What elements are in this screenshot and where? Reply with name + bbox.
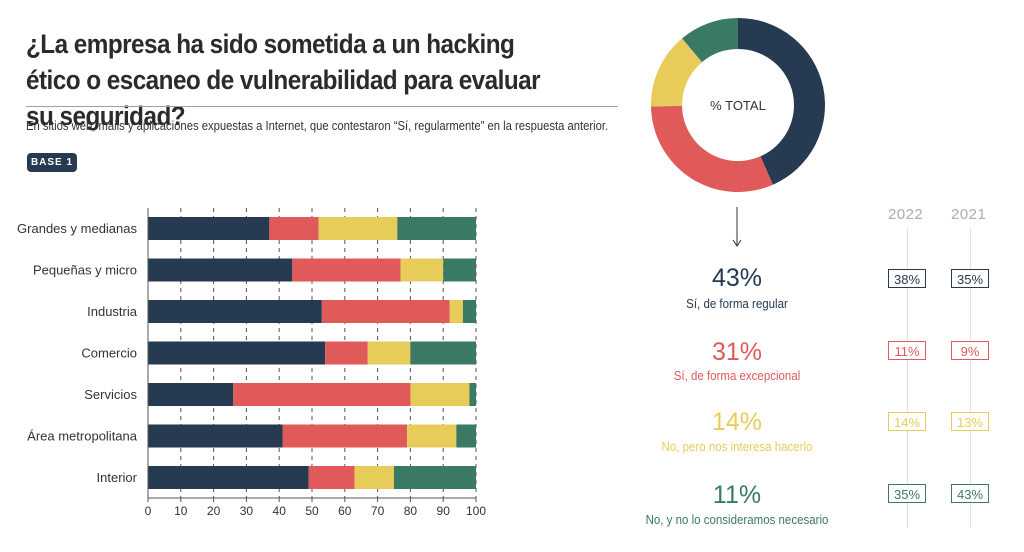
bar-segment bbox=[321, 300, 450, 323]
donut-slice bbox=[682, 18, 738, 63]
summary-label: Sí, de forma excepcional bbox=[673, 369, 801, 383]
bar-segment bbox=[269, 217, 319, 240]
bar-segment bbox=[148, 258, 293, 282]
title-divider bbox=[26, 106, 618, 107]
bar-segment bbox=[148, 466, 309, 489]
x-tick-label: 50 bbox=[305, 504, 319, 518]
x-tick-label: 30 bbox=[240, 504, 254, 518]
summary-percentage: 14% bbox=[711, 408, 763, 436]
summary-label: Sí, de forma regular bbox=[686, 297, 788, 311]
x-tick-label: 10 bbox=[174, 504, 188, 518]
summary-percentage: 43% bbox=[711, 264, 763, 292]
stacked-bar-chart: Grandes y medianas Pequeñas y micro Indust… bbox=[17, 208, 486, 518]
category-label: Pequeñas y micro bbox=[33, 263, 137, 278]
bar-segment bbox=[148, 383, 234, 406]
year-value-box-2021: 35% bbox=[951, 269, 989, 288]
summary-label: No, pero nos interesa hacerlo bbox=[661, 440, 813, 454]
year-value-box-2021: 13% bbox=[951, 412, 989, 431]
year-header-2022: 2022 bbox=[888, 206, 924, 223]
subtitle: En sitios web, mails y aplicaciones expu… bbox=[26, 119, 609, 133]
year-guide-line bbox=[970, 228, 971, 528]
x-tick-label: 20 bbox=[207, 504, 221, 518]
x-tick-label: 70 bbox=[371, 504, 385, 518]
year-value-box-2022: 38% bbox=[888, 269, 926, 288]
category-label: Industria bbox=[87, 304, 138, 319]
year-value-box-2022: 14% bbox=[888, 412, 926, 431]
year-header-2021: 2021 bbox=[951, 206, 987, 223]
page-title: ¿La empresa ha sido sometida a un hackin… bbox=[26, 29, 541, 131]
base-badge: BASE 1 bbox=[27, 153, 77, 172]
bar-segment bbox=[292, 258, 401, 282]
bar-segment bbox=[148, 341, 326, 365]
bar-segment bbox=[410, 383, 470, 406]
x-tick-label: 90 bbox=[437, 504, 451, 518]
x-tick-label: 40 bbox=[273, 504, 287, 518]
arrow-head bbox=[732, 239, 742, 247]
bar-segment bbox=[354, 466, 394, 489]
bar-segment bbox=[449, 300, 463, 323]
x-tick-label: 100 bbox=[466, 504, 486, 518]
bar-segment bbox=[394, 466, 476, 489]
bar-segment bbox=[148, 300, 322, 323]
year-guide-line bbox=[907, 228, 908, 528]
donut-slice bbox=[738, 18, 825, 185]
bar-segment bbox=[410, 341, 476, 365]
x-tick-label: 0 bbox=[145, 504, 152, 518]
category-label: Comercio bbox=[81, 346, 137, 361]
summary-label: No, y no lo consideramos necesario bbox=[645, 513, 829, 527]
bar-segment bbox=[318, 217, 398, 240]
donut-chart: % TOTAL bbox=[650, 18, 825, 247]
category-label: Servicios bbox=[84, 387, 137, 402]
donut-slice bbox=[651, 105, 773, 193]
summary-percentage: 31% bbox=[711, 338, 763, 366]
bar-segment bbox=[469, 383, 476, 406]
year-value-box-2021: 43% bbox=[951, 484, 989, 503]
bar-segment bbox=[308, 466, 355, 489]
bar-segment bbox=[407, 424, 457, 448]
year-value-box-2022: 35% bbox=[888, 484, 926, 503]
category-label: Área metropolitana bbox=[27, 429, 138, 444]
bar-segment bbox=[462, 300, 476, 323]
x-tick-label: 60 bbox=[338, 504, 352, 518]
bar-segment bbox=[233, 383, 411, 406]
bar-segment bbox=[367, 341, 411, 365]
summary-percentage: 11% bbox=[712, 481, 762, 509]
donut-slice bbox=[650, 38, 703, 107]
bar-segment bbox=[325, 341, 368, 365]
bar-segment bbox=[443, 258, 476, 282]
category-label: Interior bbox=[97, 470, 138, 485]
bar-segment bbox=[400, 258, 444, 282]
bar-segment bbox=[282, 424, 408, 448]
year-value-box-2021: 9% bbox=[951, 341, 989, 360]
bar-segment bbox=[456, 424, 476, 448]
bar-segment bbox=[397, 217, 476, 240]
bar-segment bbox=[148, 217, 270, 240]
category-label: Grandes y medianas bbox=[17, 221, 137, 236]
year-value-box-2022: 11% bbox=[888, 341, 926, 360]
bar-segment bbox=[148, 424, 283, 448]
x-tick-label: 80 bbox=[404, 504, 418, 518]
donut-center-label: % TOTAL bbox=[710, 98, 766, 113]
